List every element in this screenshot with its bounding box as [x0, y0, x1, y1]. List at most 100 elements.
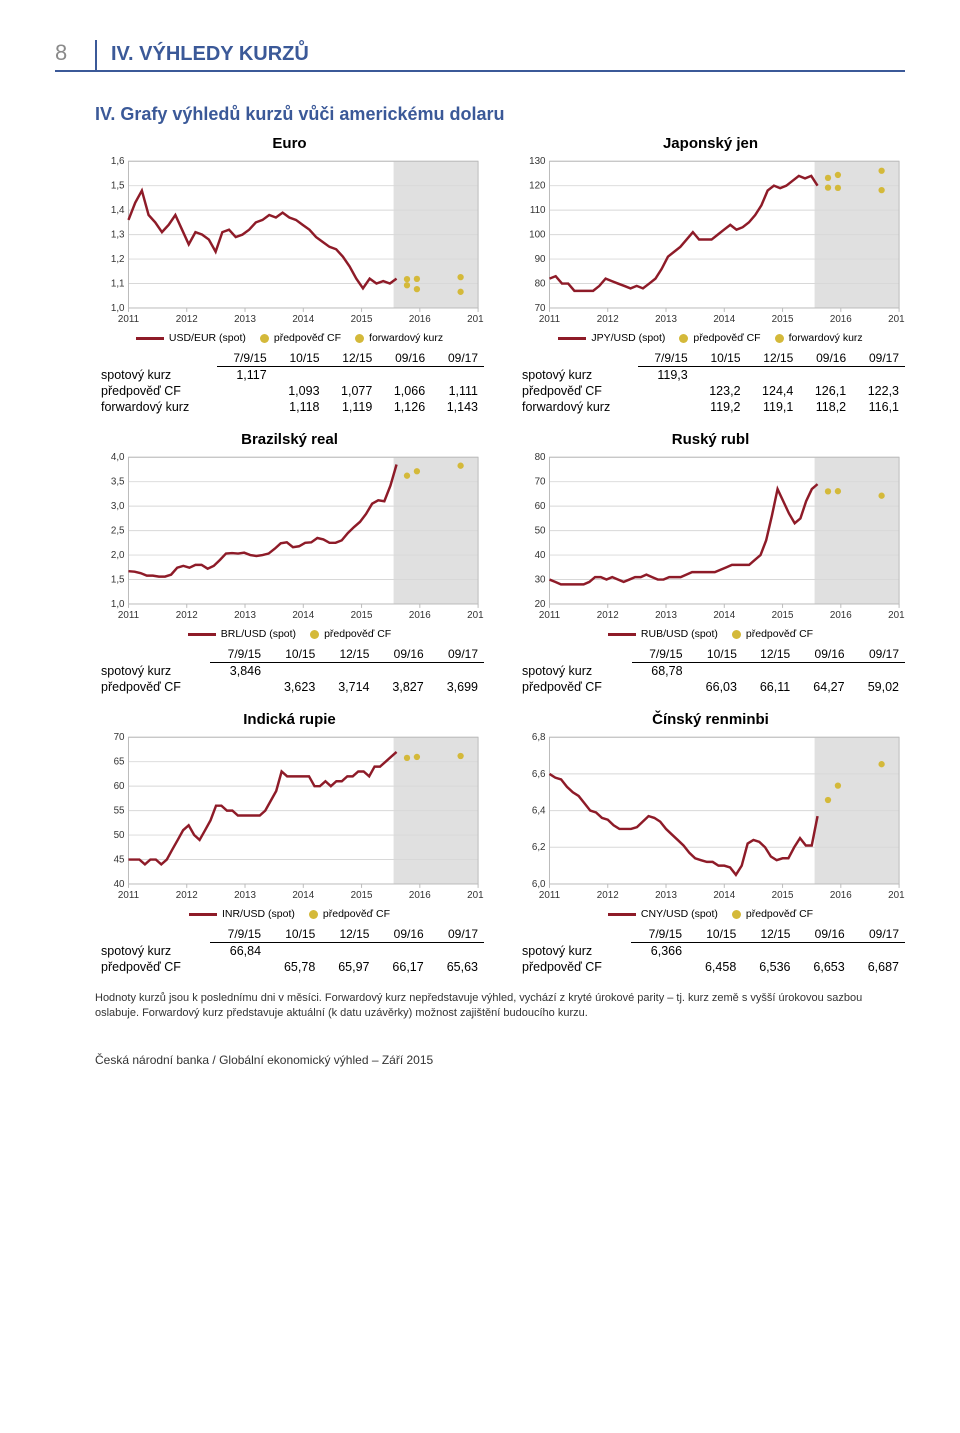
chart-title: Euro — [95, 135, 484, 152]
svg-text:70: 70 — [535, 477, 546, 488]
svg-text:2012: 2012 — [176, 890, 198, 901]
svg-text:6,6: 6,6 — [532, 769, 546, 780]
svg-text:2016: 2016 — [830, 890, 852, 901]
svg-text:55: 55 — [114, 806, 125, 817]
chart-title: Japonský jen — [516, 135, 905, 152]
svg-text:2,5: 2,5 — [111, 526, 125, 537]
chart-svg: 4045505560657020112012201320142015201620… — [95, 730, 484, 905]
chart-title: Brazilský real — [95, 431, 484, 448]
svg-text:4,0: 4,0 — [111, 452, 125, 463]
svg-text:80: 80 — [535, 452, 546, 463]
svg-text:40: 40 — [114, 879, 125, 890]
footer: Česká národní banka / Globální ekonomick… — [55, 1021, 905, 1067]
svg-text:20: 20 — [535, 599, 546, 610]
svg-text:30: 30 — [535, 574, 546, 585]
svg-text:2012: 2012 — [176, 610, 198, 621]
svg-text:90: 90 — [535, 254, 546, 265]
svg-text:2016: 2016 — [830, 314, 852, 325]
svg-text:1,5: 1,5 — [111, 574, 125, 585]
svg-text:60: 60 — [114, 781, 125, 792]
chart-legend: JPY/USD (spot)předpověď CFforwardový kur… — [516, 329, 905, 350]
svg-text:6,2: 6,2 — [532, 842, 546, 853]
chart-title: Ruský rubl — [516, 431, 905, 448]
svg-text:2012: 2012 — [597, 314, 619, 325]
svg-text:2017: 2017 — [467, 890, 484, 901]
svg-text:2013: 2013 — [234, 610, 256, 621]
svg-text:2015: 2015 — [772, 314, 794, 325]
svg-text:130: 130 — [529, 156, 546, 167]
data-table: 7/9/1510/1512/1509/1609/17spotový kurz1,… — [95, 350, 484, 415]
svg-text:2015: 2015 — [351, 610, 373, 621]
svg-text:1,2: 1,2 — [111, 254, 125, 265]
chart-legend: USD/EUR (spot)předpověď CFforwardový kur… — [95, 329, 484, 350]
svg-text:2014: 2014 — [292, 890, 314, 901]
chart-legend: BRL/USD (spot)předpověď CF — [95, 625, 484, 646]
svg-text:2016: 2016 — [830, 610, 852, 621]
chart-title: Indická rupie — [95, 711, 484, 728]
svg-text:2,0: 2,0 — [111, 550, 125, 561]
chart-legend: RUB/USD (spot)předpověď CF — [516, 625, 905, 646]
svg-text:2017: 2017 — [467, 610, 484, 621]
svg-text:6,4: 6,4 — [532, 806, 546, 817]
svg-text:2017: 2017 — [888, 314, 905, 325]
section-title: IV. VÝHLEDY KURZŮ — [111, 43, 309, 66]
svg-text:2016: 2016 — [409, 890, 431, 901]
svg-text:2011: 2011 — [118, 314, 139, 325]
chart-legend: INR/USD (spot)předpověď CF — [95, 905, 484, 926]
footnote: Hodnoty kurzů jsou k poslednímu dni v mě… — [55, 985, 905, 1021]
chart-svg: 7080901001101201302011201220132014201520… — [516, 154, 905, 329]
data-table: 7/9/1510/1512/1509/1609/17spotový kurz11… — [516, 350, 905, 415]
data-table: 7/9/1510/1512/1509/1609/17spotový kurz3,… — [95, 646, 484, 695]
svg-text:50: 50 — [114, 830, 125, 841]
svg-text:2015: 2015 — [772, 610, 794, 621]
svg-text:2013: 2013 — [655, 890, 677, 901]
svg-text:65: 65 — [114, 757, 125, 768]
svg-text:1,5: 1,5 — [111, 181, 125, 192]
svg-text:2014: 2014 — [713, 890, 735, 901]
svg-text:1,1: 1,1 — [111, 278, 125, 289]
svg-text:2013: 2013 — [655, 314, 677, 325]
svg-text:3,5: 3,5 — [111, 477, 125, 488]
svg-text:2017: 2017 — [467, 314, 484, 325]
svg-text:2011: 2011 — [118, 610, 139, 621]
svg-text:6,8: 6,8 — [532, 732, 546, 743]
svg-text:45: 45 — [114, 854, 125, 865]
svg-text:2011: 2011 — [539, 314, 560, 325]
data-table: 7/9/1510/1512/1509/1609/17spotový kurz6,… — [516, 926, 905, 975]
chart-svg: 1,01,11,21,31,41,51,62011201220132014201… — [95, 154, 484, 329]
svg-text:120: 120 — [529, 181, 546, 192]
svg-text:1,6: 1,6 — [111, 156, 125, 167]
svg-text:2012: 2012 — [597, 610, 619, 621]
svg-text:80: 80 — [535, 278, 546, 289]
svg-text:3,0: 3,0 — [111, 501, 125, 512]
page-header: 8 IV. VÝHLEDY KURZŮ — [55, 40, 905, 72]
svg-text:2011: 2011 — [118, 890, 139, 901]
svg-text:40: 40 — [535, 550, 546, 561]
data-table: 7/9/1510/1512/1509/1609/17spotový kurz66… — [95, 926, 484, 975]
chart-svg: 2030405060708020112012201320142015201620… — [516, 450, 905, 625]
svg-text:6,0: 6,0 — [532, 879, 546, 890]
header-bar — [95, 40, 97, 70]
subtitle: IV. Grafy výhledů kurzů vůči americkému … — [55, 90, 905, 135]
svg-text:70: 70 — [535, 303, 546, 314]
chart-title: Čínský renminbi — [516, 711, 905, 728]
svg-text:60: 60 — [535, 501, 546, 512]
svg-text:2014: 2014 — [713, 610, 735, 621]
svg-text:1,0: 1,0 — [111, 599, 125, 610]
svg-text:2017: 2017 — [888, 610, 905, 621]
svg-text:2017: 2017 — [888, 890, 905, 901]
svg-text:100: 100 — [529, 230, 546, 241]
data-table: 7/9/1510/1512/1509/1609/17spotový kurz68… — [516, 646, 905, 695]
svg-text:2012: 2012 — [597, 890, 619, 901]
svg-text:2012: 2012 — [176, 314, 198, 325]
svg-text:1,3: 1,3 — [111, 230, 125, 241]
svg-text:2011: 2011 — [539, 610, 560, 621]
page-number: 8 — [55, 40, 95, 66]
svg-text:70: 70 — [114, 732, 125, 743]
svg-text:2015: 2015 — [772, 890, 794, 901]
chart-svg: 1,01,52,02,53,03,54,02011201220132014201… — [95, 450, 484, 625]
svg-text:1,4: 1,4 — [111, 205, 125, 216]
svg-text:2015: 2015 — [351, 890, 373, 901]
svg-text:2016: 2016 — [409, 610, 431, 621]
svg-text:2014: 2014 — [713, 314, 735, 325]
